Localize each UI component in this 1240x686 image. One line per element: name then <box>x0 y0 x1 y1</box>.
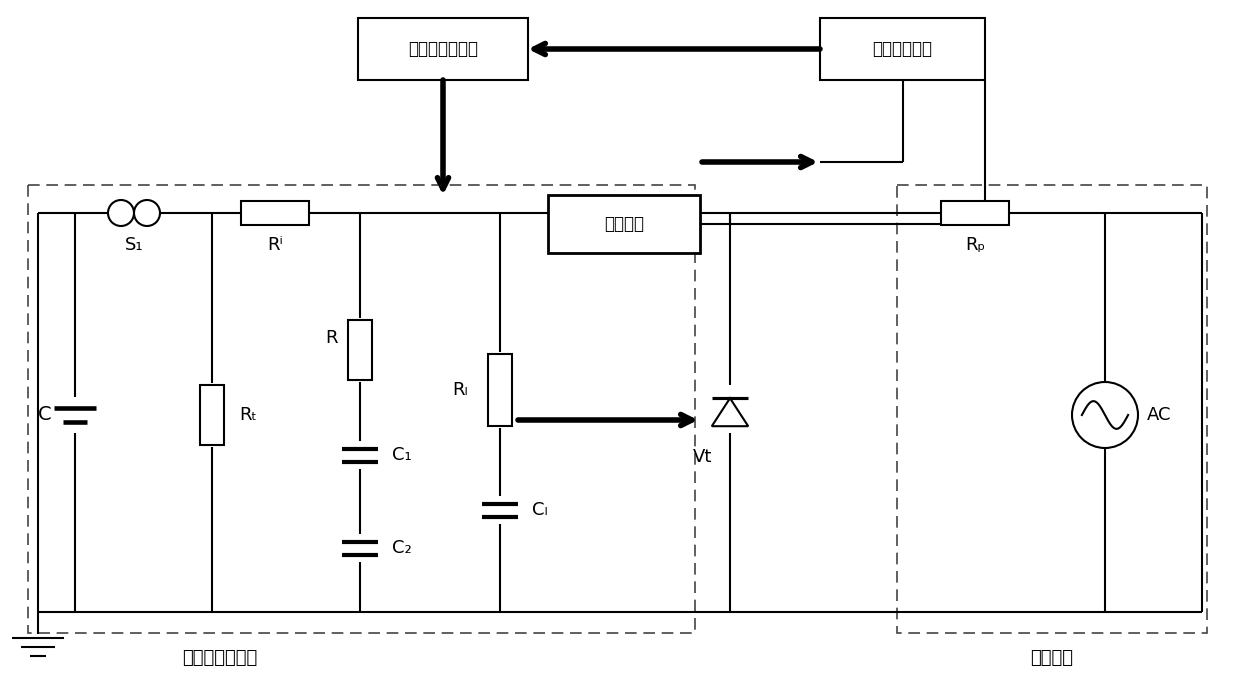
Bar <box>489 354 512 426</box>
Text: Rₚ: Rₚ <box>965 236 985 254</box>
Text: C: C <box>38 405 52 425</box>
Text: Vt: Vt <box>693 448 712 466</box>
Circle shape <box>1073 382 1138 448</box>
Bar <box>548 195 701 253</box>
Text: S₁: S₁ <box>125 236 144 254</box>
Text: Rₗ: Rₗ <box>453 381 467 399</box>
Text: R: R <box>325 329 339 347</box>
Text: C₁: C₁ <box>392 446 412 464</box>
Text: Cₗ: Cₗ <box>532 501 548 519</box>
Text: AC: AC <box>1147 406 1172 424</box>
Text: 同步装置: 同步装置 <box>604 215 644 233</box>
Text: 信号处理装置: 信号处理装置 <box>873 40 932 58</box>
Bar <box>348 320 372 380</box>
Bar <box>358 18 528 80</box>
Text: Rⁱ: Rⁱ <box>267 236 283 254</box>
Bar <box>941 201 1009 225</box>
Bar <box>820 18 985 80</box>
Text: C₂: C₂ <box>392 539 412 557</box>
Text: 辅助电源: 辅助电源 <box>1030 649 1074 667</box>
Bar <box>29 185 694 633</box>
Bar <box>200 385 224 445</box>
Text: 冲击电压发生器: 冲击电压发生器 <box>182 649 258 667</box>
Text: 换流阀控制系统: 换流阀控制系统 <box>408 40 477 58</box>
Circle shape <box>134 200 160 226</box>
Text: Rₜ: Rₜ <box>239 406 257 424</box>
Bar <box>897 185 1207 633</box>
Polygon shape <box>712 398 748 426</box>
Circle shape <box>108 200 134 226</box>
Bar <box>241 201 309 225</box>
